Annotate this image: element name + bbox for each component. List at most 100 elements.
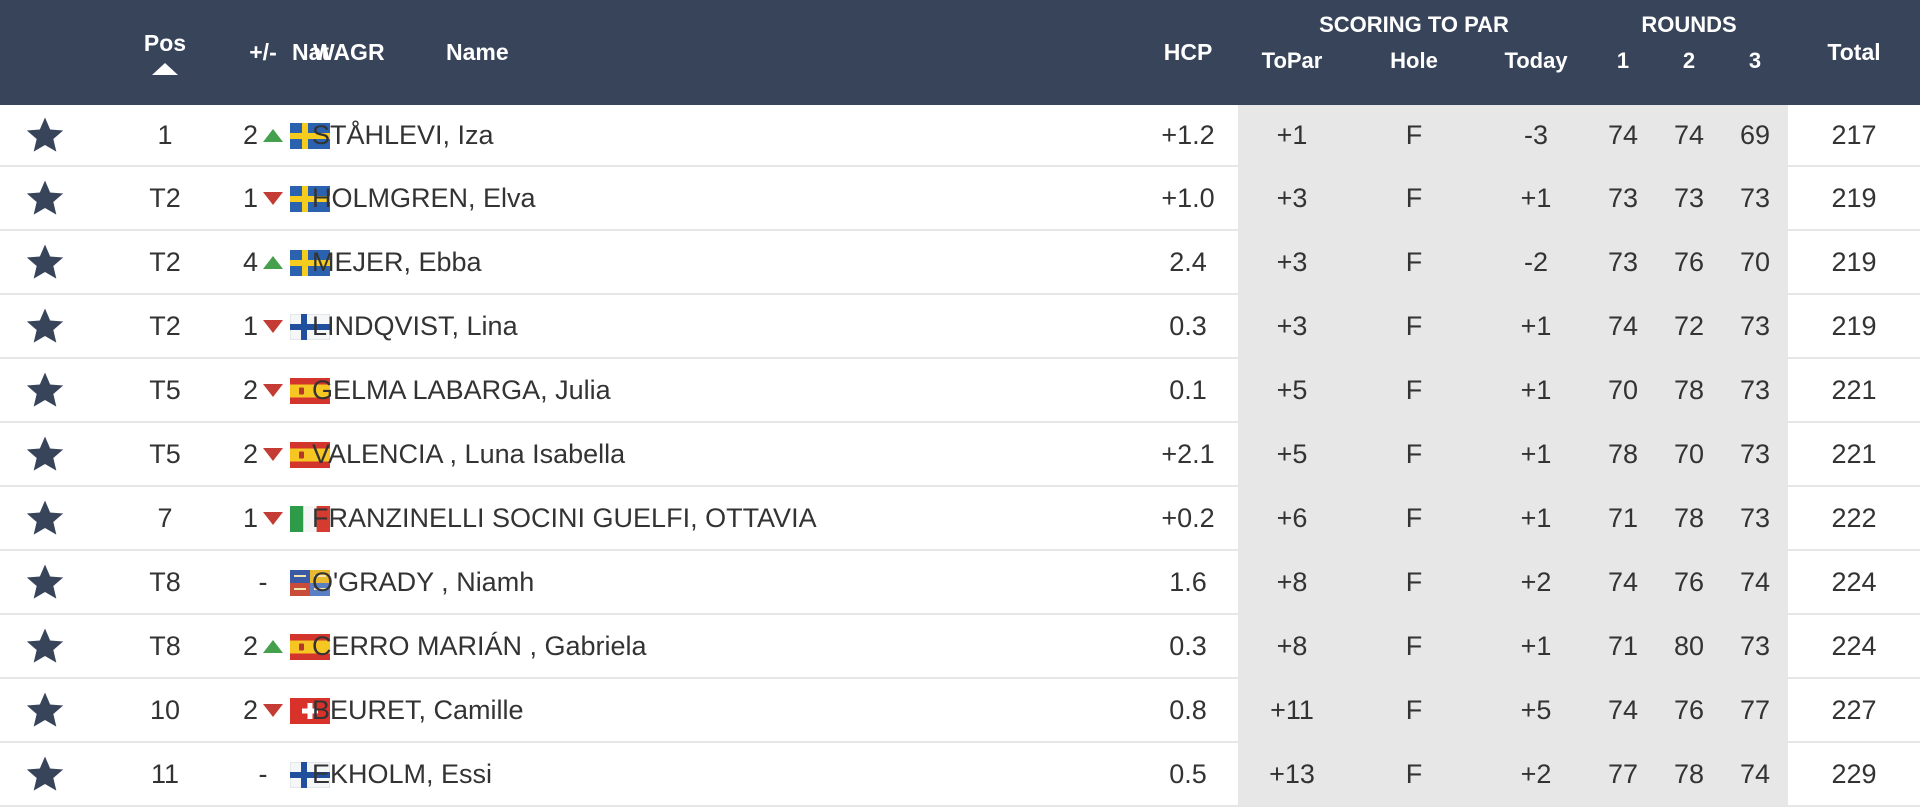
topar-column-header[interactable]: ToPar: [1238, 38, 1346, 105]
player-name[interactable]: HOLMGREN, Elva: [312, 182, 536, 213]
round-2-value: 78: [1674, 758, 1705, 789]
pos-cell: 11: [90, 742, 240, 807]
player-name[interactable]: VALENCIA , Luna Isabella: [312, 438, 626, 469]
hcp-cell: 0.8: [1138, 678, 1238, 743]
table-row[interactable]: 11 - EKHOLM, Essi 0.5 +13 F +2 77 78 74 …: [0, 742, 1920, 807]
round-3-cell: 77: [1722, 678, 1789, 743]
round-3-value: 74: [1740, 758, 1771, 789]
position-value: 7: [157, 502, 173, 533]
round-3-cell: 73: [1722, 294, 1789, 359]
star-icon[interactable]: [25, 562, 65, 602]
name-cell[interactable]: FRANZINELLI SOCINI GUELFI, OTTAVIA: [312, 486, 1138, 551]
hcp-cell: 2.4: [1138, 230, 1238, 295]
star-icon[interactable]: [25, 115, 65, 155]
hcp-value: +2.1: [1161, 438, 1215, 469]
player-name[interactable]: LINDQVIST, Lina: [312, 310, 518, 341]
player-name[interactable]: BEURET, Camille: [312, 694, 524, 725]
total-column-header[interactable]: Total: [1788, 0, 1920, 105]
total-cell: 217: [1788, 105, 1920, 167]
round-2-cell: 76: [1656, 678, 1723, 743]
star-icon[interactable]: [25, 434, 65, 474]
star-icon[interactable]: [25, 626, 65, 666]
table-row[interactable]: 1 2 STÅHLEVI, Iza +1.2 +1 F -3 74 74 69 …: [0, 105, 1920, 167]
name-cell[interactable]: CERRO MARIÁN , Gabriela: [312, 614, 1138, 679]
today-column-header[interactable]: Today: [1482, 38, 1591, 105]
move-cell: -: [240, 550, 286, 615]
player-name[interactable]: STÅHLEVI, Iza: [312, 119, 494, 150]
star-icon[interactable]: [25, 242, 65, 282]
move-column-header[interactable]: +/-: [240, 0, 286, 105]
pos-cell: 1: [90, 105, 240, 167]
hcp-column-header[interactable]: HCP: [1138, 0, 1238, 105]
round-3-cell: 69: [1722, 105, 1789, 167]
hole-column-header[interactable]: Hole: [1346, 38, 1482, 105]
table-row[interactable]: T8 2 CERRO MARIÁN , Gabriela 0.3 +8 F +1…: [0, 614, 1920, 679]
round-1-column-header[interactable]: 1: [1590, 38, 1657, 105]
star-icon[interactable]: [25, 306, 65, 346]
favorite-cell: [0, 614, 90, 679]
topar-cell: +5: [1238, 422, 1346, 487]
player-name[interactable]: O'GRADY , Niamh: [312, 566, 535, 597]
name-cell[interactable]: LINDQVIST, Lina: [312, 294, 1138, 359]
round-3-cell: 70: [1722, 230, 1789, 295]
round-1-value: 71: [1608, 630, 1639, 661]
round-3-cell: 73: [1722, 614, 1789, 679]
star-icon[interactable]: [25, 690, 65, 730]
name-cell[interactable]: MEJER, Ebba: [312, 230, 1138, 295]
round-3-value: 73: [1740, 502, 1771, 533]
star-icon[interactable]: [25, 754, 65, 794]
round-1-value: 74: [1608, 694, 1639, 725]
hcp-value: 0.1: [1169, 374, 1207, 405]
player-name[interactable]: EKHOLM, Essi: [312, 758, 493, 789]
scoring-to-par-group-header: SCORING TO PAR: [1238, 0, 1591, 38]
table-row[interactable]: T2 1 HOLMGREN, Elva +1.0 +3 F +1 73 73 7…: [0, 166, 1920, 231]
name-cell[interactable]: BEURET, Camille: [312, 678, 1138, 743]
position-value: T5: [149, 374, 181, 405]
table-row[interactable]: 7 1 FRANZINELLI SOCINI GUELFI, OTTAVIA +…: [0, 486, 1920, 551]
move-cell: -: [240, 742, 286, 807]
table-row[interactable]: T5 2 VALENCIA , Luna Isabella +2.1 +5 F …: [0, 422, 1920, 487]
table-row[interactable]: T2 4 MEJER, Ebba 2.4 +3 F -2 73 76 70 21…: [0, 230, 1920, 295]
nat-column-header[interactable]: Nat: [286, 0, 394, 105]
hole-cell: F: [1346, 742, 1482, 807]
player-name[interactable]: CERRO MARIÁN , Gabriela: [312, 630, 647, 661]
player-name[interactable]: MEJER, Ebba: [312, 246, 482, 277]
name-cell[interactable]: EKHOLM, Essi: [312, 742, 1138, 807]
nat-cell: [286, 486, 394, 551]
name-cell[interactable]: GELMA LABARGA, Julia: [312, 358, 1138, 423]
pos-cell: T8: [90, 550, 240, 615]
sweden-flag-icon: [290, 186, 330, 213]
table-row[interactable]: T8 - O'GRADY , Niamh 1.6 +8 F +2 74 76 7…: [0, 550, 1920, 615]
spain-flag-icon: [290, 442, 330, 469]
name-cell[interactable]: O'GRADY , Niamh: [312, 550, 1138, 615]
round-3-cell: 74: [1722, 742, 1789, 807]
star-icon[interactable]: [25, 178, 65, 218]
round-1-cell: 77: [1590, 742, 1657, 807]
favorite-cell: [0, 166, 90, 231]
table-row[interactable]: T2 1 LINDQVIST, Lina 0.3 +3 F +1 74 72 7…: [0, 294, 1920, 359]
pos-column-header[interactable]: Pos: [90, 0, 240, 105]
round-3-column-header[interactable]: 3: [1722, 38, 1789, 105]
today-value: +1: [1520, 630, 1552, 661]
move-indicator: 2: [243, 375, 284, 406]
round-3-value: 73: [1740, 438, 1771, 469]
arrow-up-icon: [263, 255, 284, 269]
total-value: 224: [1831, 630, 1877, 661]
star-icon[interactable]: [25, 498, 65, 538]
round-2-cell: 72: [1656, 294, 1723, 359]
name-column-header[interactable]: WAGR Name: [313, 0, 1138, 105]
sort-asc-icon[interactable]: [152, 63, 178, 75]
player-name[interactable]: GELMA LABARGA, Julia: [312, 374, 611, 405]
table-row[interactable]: 10 2 BEURET, Camille 0.8 +11 F +5 74 76 …: [0, 678, 1920, 743]
name-cell[interactable]: STÅHLEVI, Iza: [312, 105, 1138, 167]
topar-value: +5: [1276, 374, 1308, 405]
player-name[interactable]: FRANZINELLI SOCINI GUELFI, OTTAVIA: [312, 502, 817, 533]
total-cell: 219: [1788, 230, 1920, 295]
name-cell[interactable]: VALENCIA , Luna Isabella: [312, 422, 1138, 487]
total-cell: 224: [1788, 550, 1920, 615]
total-value: 219: [1831, 310, 1877, 341]
name-cell[interactable]: HOLMGREN, Elva: [312, 166, 1138, 231]
star-icon[interactable]: [25, 370, 65, 410]
round-2-column-header[interactable]: 2: [1656, 38, 1723, 105]
table-row[interactable]: T5 2 GELMA LABARGA, Julia 0.1 +5 F +1 70…: [0, 358, 1920, 423]
